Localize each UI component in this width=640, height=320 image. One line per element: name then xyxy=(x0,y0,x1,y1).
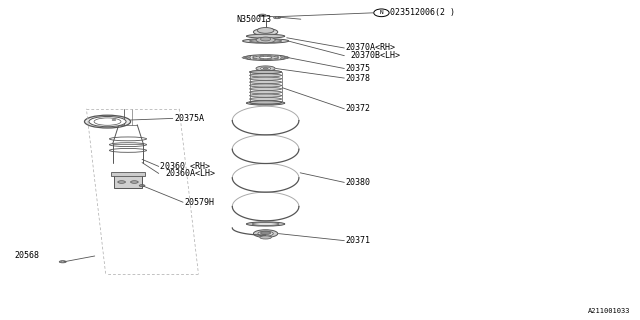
Ellipse shape xyxy=(253,230,278,237)
Ellipse shape xyxy=(263,68,268,69)
Ellipse shape xyxy=(260,231,271,235)
Ellipse shape xyxy=(284,56,288,58)
Ellipse shape xyxy=(284,58,288,59)
Ellipse shape xyxy=(250,70,282,74)
Ellipse shape xyxy=(256,66,275,71)
Ellipse shape xyxy=(89,116,126,127)
Text: 20568: 20568 xyxy=(14,252,39,260)
Ellipse shape xyxy=(250,84,282,87)
Ellipse shape xyxy=(61,261,64,262)
Ellipse shape xyxy=(253,56,278,60)
Ellipse shape xyxy=(275,56,278,57)
Ellipse shape xyxy=(257,28,274,33)
Ellipse shape xyxy=(259,14,266,17)
Text: 20370A<RH>: 20370A<RH> xyxy=(346,44,396,52)
Text: 20370B<LH>: 20370B<LH> xyxy=(351,51,401,60)
Ellipse shape xyxy=(252,223,279,225)
Ellipse shape xyxy=(250,77,282,80)
Ellipse shape xyxy=(280,58,284,59)
Text: 20375A: 20375A xyxy=(174,114,204,123)
Text: 20360 <RH>: 20360 <RH> xyxy=(160,162,210,171)
Ellipse shape xyxy=(246,222,285,226)
Ellipse shape xyxy=(275,58,278,60)
Ellipse shape xyxy=(268,58,271,60)
Ellipse shape xyxy=(260,58,264,60)
Ellipse shape xyxy=(131,181,138,183)
Ellipse shape xyxy=(250,97,282,100)
Bar xyxy=(111,172,145,176)
Ellipse shape xyxy=(275,17,279,18)
Ellipse shape xyxy=(256,37,275,43)
Ellipse shape xyxy=(260,15,264,16)
Ellipse shape xyxy=(243,58,247,59)
Text: N: N xyxy=(380,10,383,15)
Ellipse shape xyxy=(118,181,125,183)
Text: 20360A<LH>: 20360A<LH> xyxy=(165,169,215,178)
Ellipse shape xyxy=(246,34,285,38)
Ellipse shape xyxy=(280,56,284,57)
Ellipse shape xyxy=(84,115,131,128)
Ellipse shape xyxy=(244,55,287,60)
Ellipse shape xyxy=(260,236,271,239)
Ellipse shape xyxy=(250,87,282,91)
Text: 20375: 20375 xyxy=(346,64,371,73)
Text: A211001033: A211001033 xyxy=(588,308,630,314)
Ellipse shape xyxy=(243,39,289,43)
Ellipse shape xyxy=(250,74,282,77)
Ellipse shape xyxy=(250,91,282,94)
Ellipse shape xyxy=(250,101,282,104)
Ellipse shape xyxy=(253,56,257,57)
Ellipse shape xyxy=(274,16,280,19)
Ellipse shape xyxy=(140,185,145,187)
Text: 20372: 20372 xyxy=(346,104,371,113)
Ellipse shape xyxy=(247,56,251,57)
Text: 20378: 20378 xyxy=(346,74,371,83)
Ellipse shape xyxy=(259,57,272,59)
Ellipse shape xyxy=(250,70,282,74)
Ellipse shape xyxy=(252,101,279,104)
Ellipse shape xyxy=(112,119,116,121)
Bar xyxy=(114,173,142,188)
Text: 023512006(2 ): 023512006(2 ) xyxy=(390,8,456,17)
Ellipse shape xyxy=(243,56,247,58)
Text: 20380: 20380 xyxy=(346,178,371,187)
Text: 20579H: 20579H xyxy=(184,198,214,207)
Ellipse shape xyxy=(247,58,251,59)
Ellipse shape xyxy=(246,101,285,105)
Ellipse shape xyxy=(59,260,67,263)
Text: N350013: N350013 xyxy=(237,15,272,24)
Ellipse shape xyxy=(250,81,282,84)
Ellipse shape xyxy=(260,37,271,41)
Ellipse shape xyxy=(250,94,282,97)
Text: 20371: 20371 xyxy=(346,236,371,245)
Ellipse shape xyxy=(260,67,271,70)
Ellipse shape xyxy=(250,39,282,43)
Ellipse shape xyxy=(258,231,273,236)
Ellipse shape xyxy=(253,28,278,36)
Ellipse shape xyxy=(253,58,257,60)
Ellipse shape xyxy=(268,56,271,57)
Ellipse shape xyxy=(260,56,264,57)
Ellipse shape xyxy=(285,57,289,58)
Ellipse shape xyxy=(242,57,246,58)
Ellipse shape xyxy=(250,101,282,104)
